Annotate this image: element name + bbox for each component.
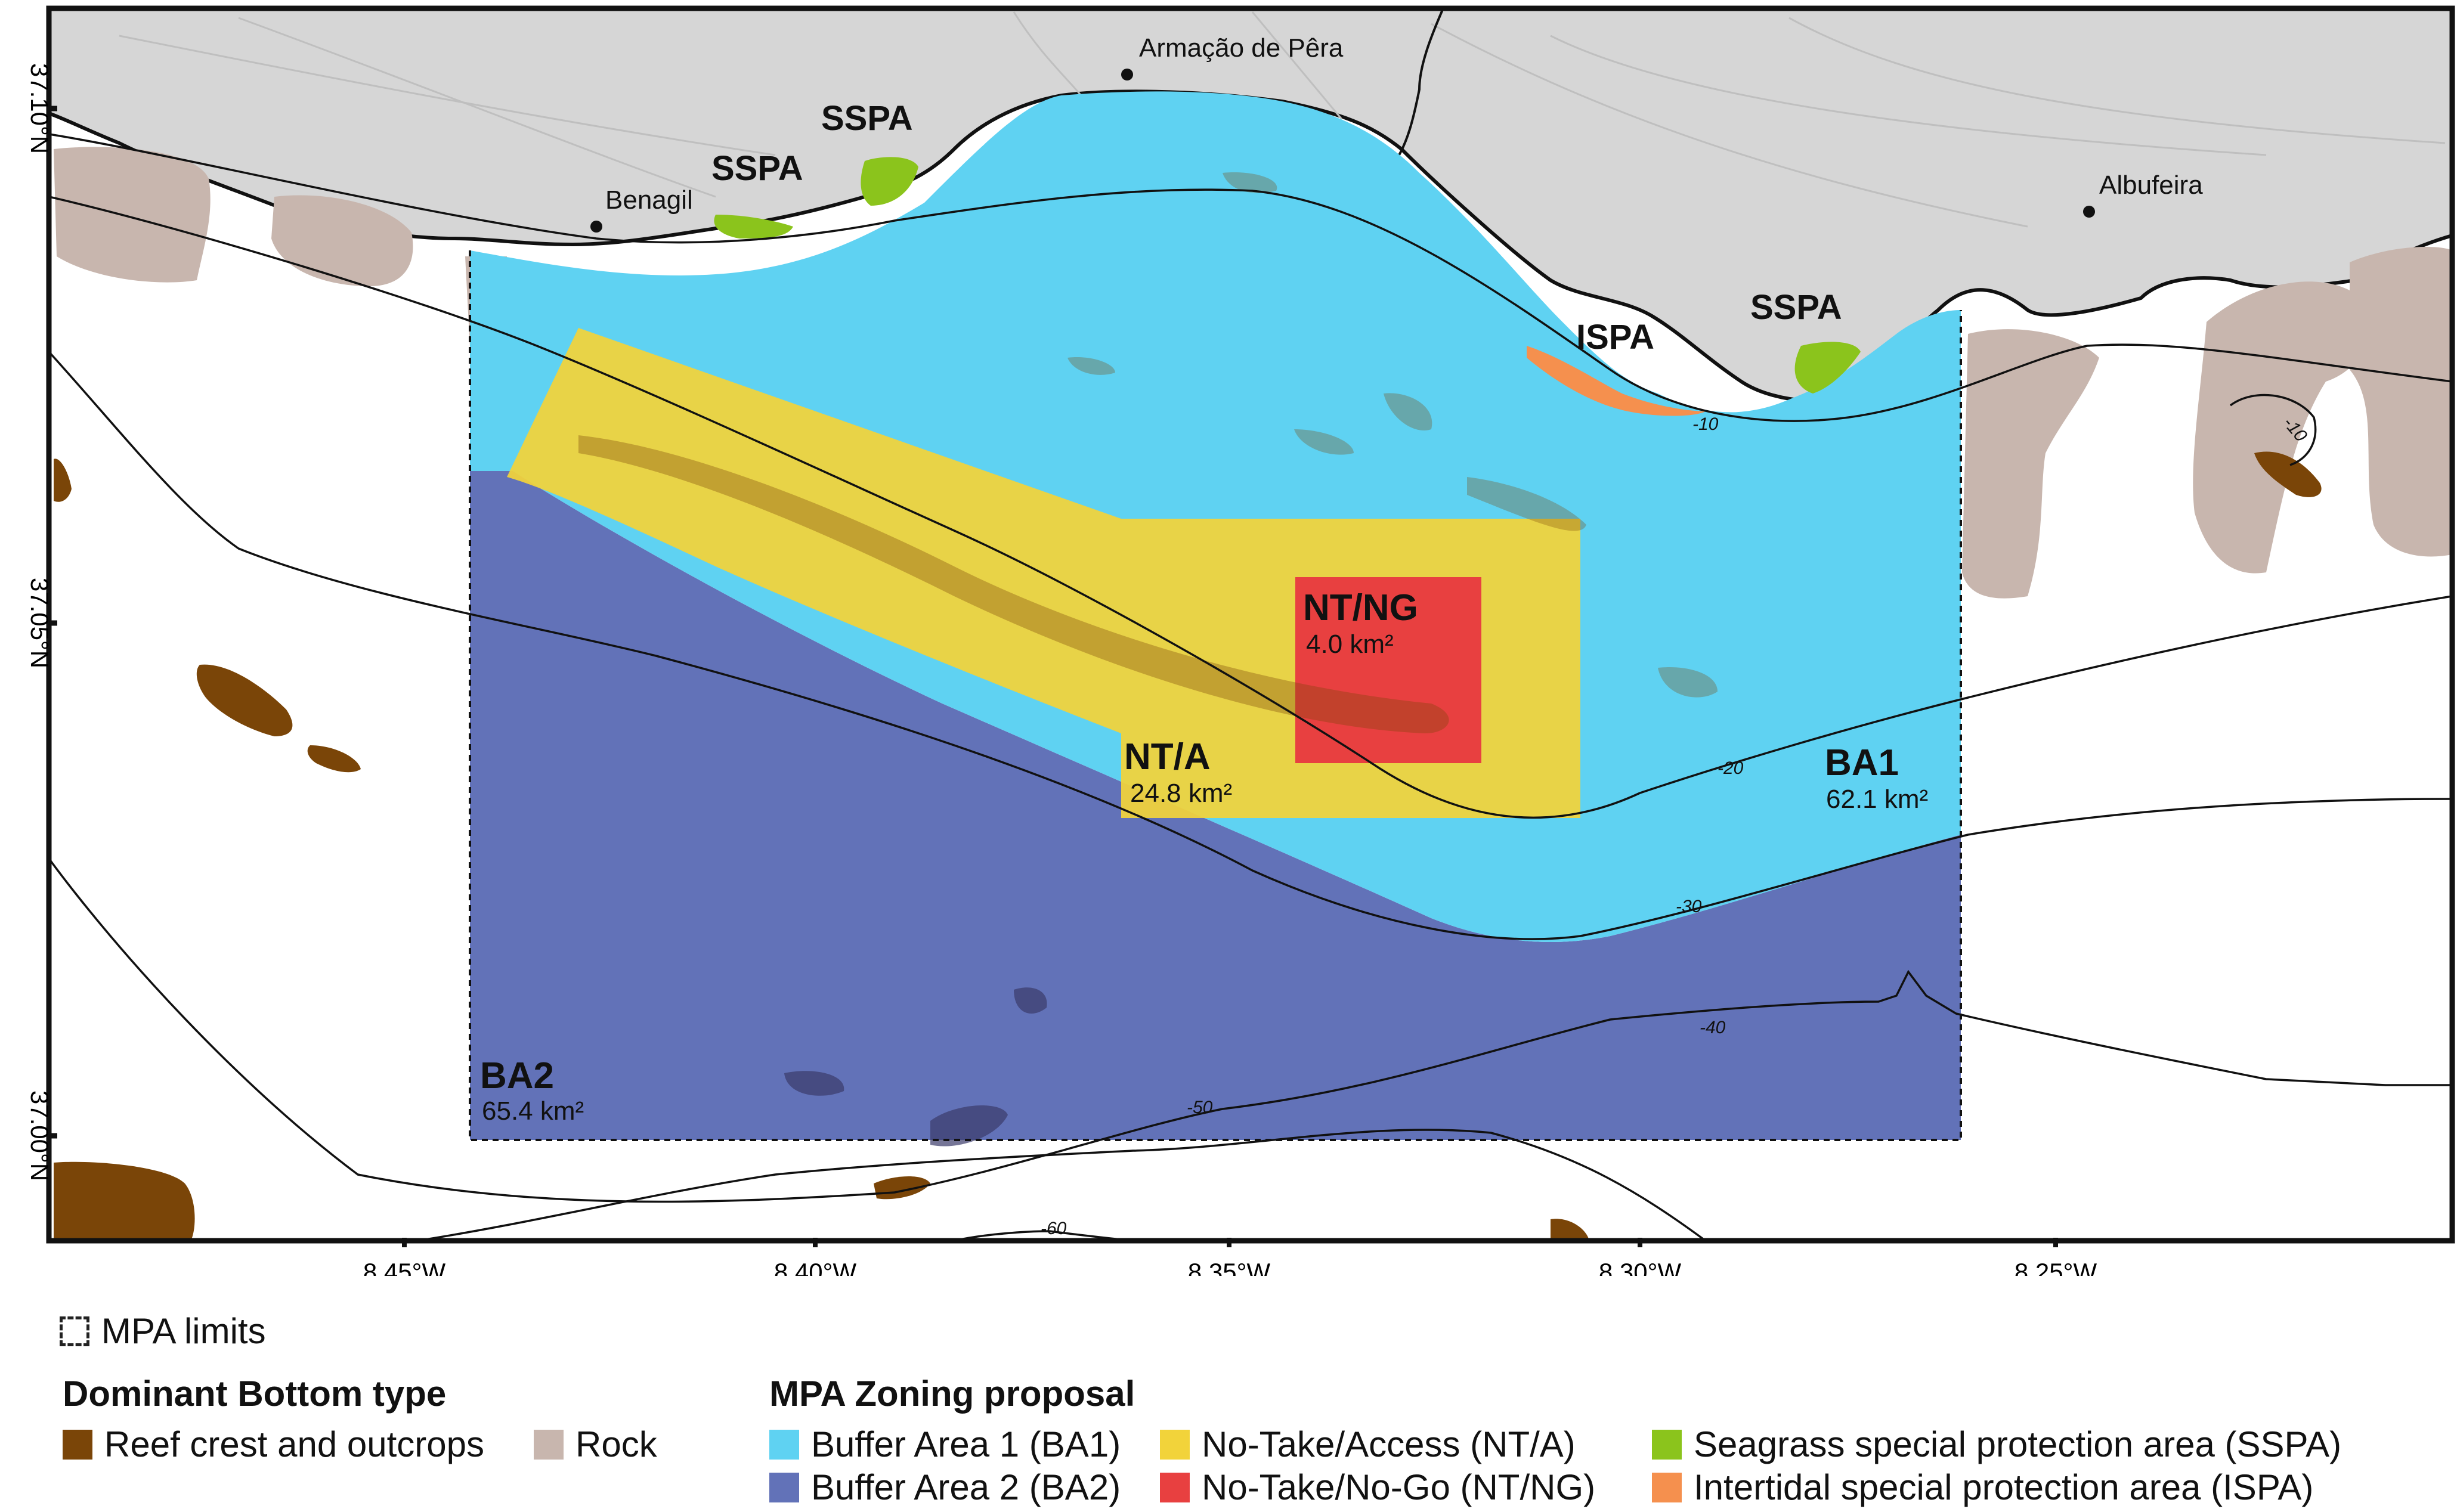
legend-zoning-label: No-Take/No-Go (NT/NG) [1202, 1467, 1596, 1507]
place-label-benagil: Benagil [605, 185, 693, 215]
zone-labels: SSPA SSPA SSPA ISPA NT/NG 4.0 km² NT/A 2… [480, 99, 1928, 1126]
place-marker-benagil [590, 221, 602, 233]
legend-mpa-limits: MPA limits [60, 1310, 266, 1352]
legend-zoning-label: Intertidal special protection area (ISPA… [1694, 1467, 2314, 1507]
zone-label-sspa-1: SSPA [711, 149, 803, 188]
place-marker-albufeira [2083, 206, 2095, 218]
zone-area-ba1: 62.1 km² [1826, 785, 1928, 814]
legend-bottom-title: Dominant Bottom type [63, 1374, 447, 1414]
lon-tick-label: 8.25°W [2015, 1258, 2097, 1276]
zoning-map: -10 -10 -20 -30 -40 -50 -60 Armação de P… [26, 5, 2455, 1276]
nta-swatch [1160, 1429, 1190, 1460]
contour-label: -20 [1718, 758, 1744, 778]
legend-zoning-label: No-Take/Access (NT/A) [1202, 1424, 1576, 1464]
legend-mpa-limits-label: MPA limits [101, 1311, 266, 1351]
zone-label-ba1: BA1 [1825, 742, 1899, 783]
lon-axis: 8.45°W 8.40°W 8.35°W 8.30°W 8.25°W [363, 1238, 2097, 1276]
contour-label: -60 [1041, 1219, 1067, 1238]
zone-ntng [1295, 577, 1481, 763]
reef-areas [54, 172, 2322, 1241]
zone-label-ntng: NT/NG [1303, 587, 1418, 628]
legend-bottom-item: Rock [534, 1424, 657, 1465]
sspa-swatch [1652, 1429, 1682, 1460]
reef-swatch [63, 1429, 92, 1460]
legend-bottom-item: Reef crest and outcrops [63, 1424, 484, 1465]
ba2-swatch [769, 1472, 799, 1502]
legend-zoning-label: Seagrass special protection area (SSPA) [1694, 1424, 2342, 1464]
lat-tick-label: 37.10°N [26, 63, 54, 154]
lon-tick-label: 8.35°W [1188, 1258, 1271, 1276]
mpa-limits-swatch [60, 1316, 89, 1346]
ispa-swatch [1652, 1472, 1682, 1502]
land-area [49, 8, 2452, 404]
legend-zoning-label: Buffer Area 1 (BA1) [811, 1424, 1121, 1464]
contour-label: -10 [1692, 414, 1719, 434]
lon-tick-label: 8.30°W [1599, 1258, 1682, 1276]
legend-zoning-item: Seagrass special protection area (SSPA) [1652, 1424, 2341, 1465]
contour-label: -40 [1700, 1018, 1726, 1037]
rock-swatch [534, 1429, 564, 1460]
zone-ba2 [470, 471, 1961, 1140]
zone-label-nta: NT/A [1124, 736, 1211, 777]
contour-label: -50 [1187, 1098, 1213, 1117]
legend-zoning-item: No-Take/No-Go (NT/NG) [1160, 1467, 1595, 1508]
zone-label-ba2: BA2 [480, 1055, 554, 1096]
lon-tick-label: 8.40°W [774, 1258, 857, 1276]
zone-area-ntng: 4.0 km² [1306, 630, 1394, 659]
lon-tick-label: 8.45°W [363, 1258, 446, 1276]
zone-sspa-2 [861, 157, 918, 206]
legend-zoning-title: MPA Zoning proposal [769, 1374, 1135, 1414]
road-network [119, 11, 2446, 228]
zone-label-sspa-2: SSPA [821, 99, 913, 138]
lat-axis: 37.10°N 37.05°N 37.00°N [26, 63, 57, 1181]
place-label-albufeira: Albufeira [2099, 171, 2203, 200]
zone-ispa [1527, 346, 1706, 416]
legend-zoning-item: No-Take/Access (NT/A) [1160, 1424, 1576, 1465]
legend-zoning-item: Buffer Area 2 (BA2) [769, 1467, 1121, 1508]
zone-sspa-1 [714, 215, 793, 238]
river [1394, 8, 1444, 162]
zone-area-ba2: 65.4 km² [482, 1096, 584, 1126]
zone-area-nta: 24.8 km² [1130, 779, 1232, 808]
depth-contours [49, 133, 2452, 1241]
zone-label-ispa: ISPA [1576, 318, 1654, 357]
ntng-swatch [1160, 1472, 1190, 1502]
legend-zoning-item: Buffer Area 1 (BA1) [769, 1424, 1121, 1465]
mpa-limits-boundary [469, 250, 1962, 1141]
legend-bottom-label: Reef crest and outcrops [104, 1424, 485, 1464]
depth-contour-labels: -10 -10 -20 -30 -40 -50 -60 [1041, 413, 2311, 1238]
lat-tick-label: 37.00°N [26, 1090, 54, 1181]
zone-ba1 [470, 91, 1961, 943]
place-marker-armacao [1121, 69, 1133, 80]
lat-tick-label: 37.05°N [26, 578, 54, 668]
legend-bottom-label: Rock [575, 1424, 657, 1464]
contour-label: -30 [1676, 897, 1702, 916]
legend-zoning-label: Buffer Area 2 (BA2) [811, 1467, 1121, 1507]
zone-label-sspa-3: SSPA [1750, 288, 1842, 327]
zone-sspa-3 [1794, 342, 1861, 394]
legend-zoning-item: Intertidal special protection area (ISPA… [1652, 1467, 2313, 1508]
ba1-swatch [769, 1429, 799, 1460]
place-label-armacao: Armação de Pêra [1139, 33, 1344, 63]
